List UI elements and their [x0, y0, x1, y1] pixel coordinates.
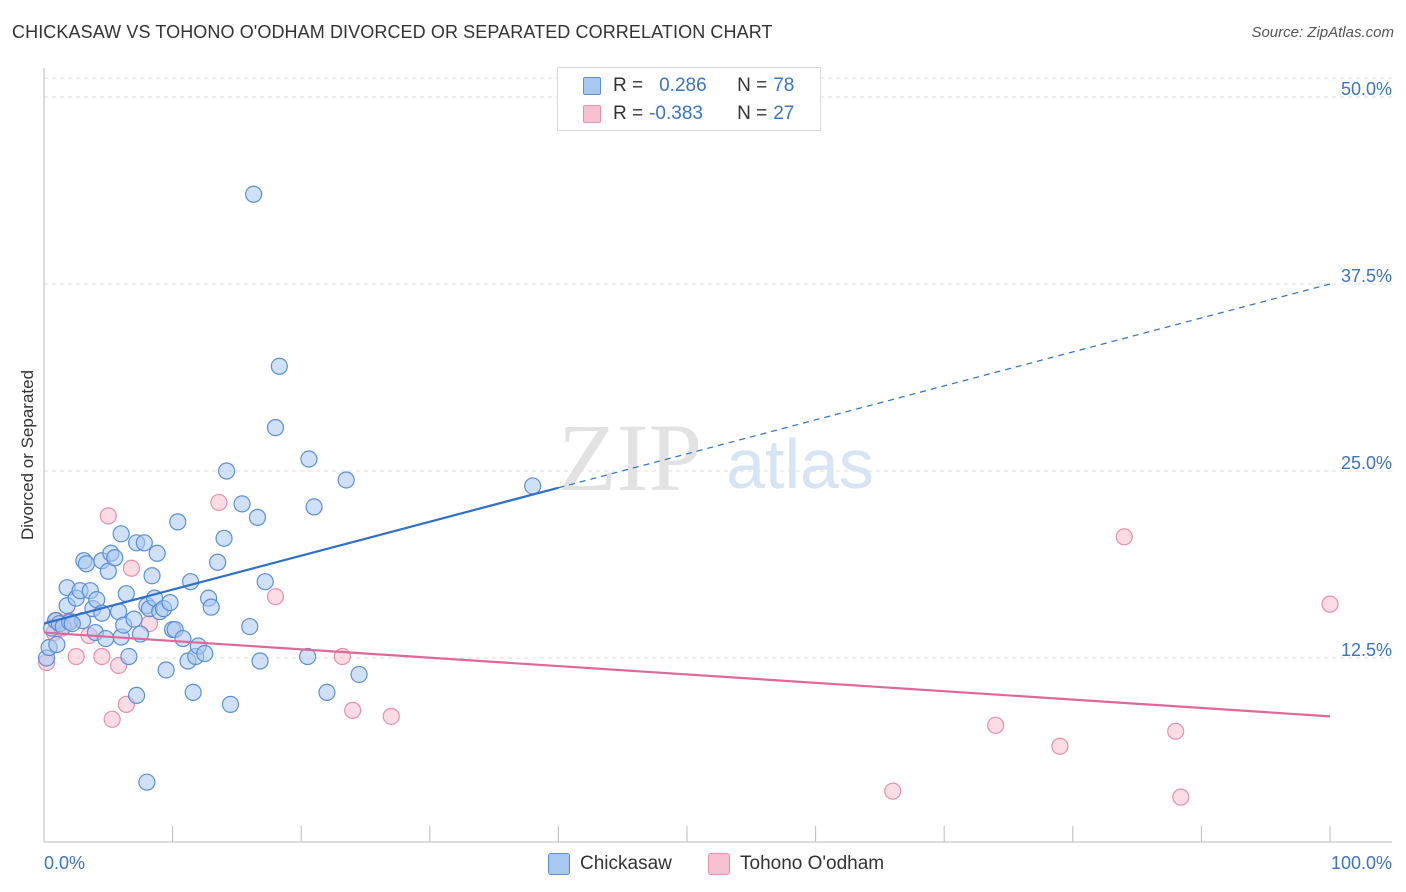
data-point-chickasaw — [524, 477, 542, 495]
bottom-legend-swatch-tohono — [708, 853, 730, 875]
tick-labels: 12.5% 25.0% 37.5% 50.0% 0.0% 100.0% — [44, 79, 1392, 873]
legend-n-value: 27 — [773, 103, 795, 124]
y-tick-label: 37.5% — [1341, 266, 1392, 286]
data-point-chickasaw — [218, 462, 236, 480]
data-point-chickasaw — [248, 508, 267, 526]
data-point-tohono — [122, 559, 141, 577]
data-point-chickasaw — [202, 598, 220, 616]
trend-line-chickasaw — [43, 486, 559, 625]
data-point-chickasaw — [169, 513, 187, 531]
x-tick-label: 100.0% — [1331, 853, 1392, 873]
legend-row-chickasaw: R = 0.286 N = 78 — [558, 71, 794, 101]
legend-row-tohono: R = -0.383 N = 27 — [558, 99, 794, 129]
legend-swatch-chickasaw — [583, 77, 601, 95]
legend-r-value: 0.286 — [659, 75, 707, 96]
legend-r-label: R = — [613, 103, 644, 124]
data-point-tohono — [1051, 737, 1069, 755]
watermark: ZIP atlas — [558, 404, 874, 511]
trend-lines — [43, 283, 1331, 718]
y-tick-label: 50.0% — [1341, 79, 1392, 99]
data-point-chickasaw — [97, 629, 115, 648]
bottom-legend-label-tohono: Tohono O'odham — [740, 853, 885, 874]
data-point-chickasaw — [209, 553, 227, 571]
series-chickasaw-points — [37, 185, 542, 791]
data-point-chickasaw — [251, 652, 269, 670]
data-point-chickasaw — [256, 573, 274, 591]
data-point-chickasaw — [233, 495, 251, 513]
data-point-chickasaw — [106, 549, 124, 567]
data-point-chickasaw — [318, 683, 336, 702]
data-point-chickasaw — [120, 647, 138, 666]
data-point-chickasaw — [174, 629, 192, 648]
trend-line-chickasaw-extension — [558, 283, 1331, 489]
axes — [43, 68, 1392, 843]
data-point-chickasaw — [300, 450, 318, 468]
data-point-chickasaw — [143, 567, 161, 585]
data-point-chickasaw — [112, 525, 130, 543]
x-tick-label: 0.0% — [44, 853, 85, 873]
data-point-chickasaw — [337, 471, 355, 489]
legend: R = 0.286 N = 78 R = -0.383 N = 27 — [557, 67, 821, 131]
legend-n-label: N = — [737, 75, 768, 96]
data-point-tohono — [1172, 788, 1190, 806]
data-point-tohono — [99, 507, 117, 525]
data-point-chickasaw — [157, 661, 175, 679]
data-point-tohono — [93, 647, 111, 666]
bottom-legend-tohono: Tohono O'odham — [708, 850, 884, 878]
bottom-legend-label-chickasaw: Chickasaw — [580, 853, 672, 874]
data-point-tohono — [1115, 528, 1133, 546]
data-point-tohono — [266, 588, 285, 606]
legend-n-label: N = — [737, 103, 768, 124]
watermark-atlas: atlas — [726, 425, 874, 503]
data-point-chickasaw — [184, 683, 202, 702]
data-point-chickasaw — [196, 644, 214, 663]
source-label: Source: ZipAtlas.com — [1251, 24, 1394, 41]
data-point-tohono — [67, 647, 85, 666]
y-tick-label: 12.5% — [1341, 640, 1392, 660]
data-point-chickasaw — [221, 695, 240, 713]
data-point-chickasaw — [138, 773, 156, 791]
legend-n-value: 78 — [773, 75, 795, 96]
chart-title: CHICKASAW VS TOHONO O'ODHAM DIVORCED OR … — [12, 22, 773, 42]
bottom-legend-chickasaw: Chickasaw — [548, 850, 672, 878]
data-point-tohono — [103, 710, 121, 728]
trend-line-tohono — [43, 631, 1331, 718]
data-point-chickasaw — [245, 185, 263, 203]
data-point-chickasaw — [148, 544, 166, 562]
data-point-tohono — [987, 716, 1005, 734]
data-point-tohono — [344, 701, 362, 719]
y-axis-label: Divorced or Separated — [18, 369, 37, 541]
data-point-chickasaw — [161, 594, 179, 612]
data-point-chickasaw — [127, 686, 146, 705]
data-point-tohono — [1167, 722, 1185, 740]
data-point-chickasaw — [270, 357, 288, 375]
legend-r-label: R = — [613, 75, 644, 96]
data-point-tohono — [382, 707, 400, 725]
data-point-chickasaw — [135, 534, 153, 552]
watermark-zip: ZIP — [558, 404, 702, 511]
bottom-legend-swatch-chickasaw — [548, 853, 570, 875]
series-tohono-points — [37, 493, 1339, 806]
y-tick-label: 25.0% — [1341, 453, 1392, 473]
data-point-chickasaw — [305, 498, 323, 516]
data-point-tohono — [1321, 595, 1339, 613]
data-point-chickasaw — [48, 635, 66, 654]
data-point-chickasaw — [350, 665, 368, 684]
data-point-tohono — [884, 782, 902, 800]
data-point-chickasaw — [215, 529, 233, 547]
legend-swatch-tohono — [583, 105, 601, 123]
data-point-chickasaw — [241, 617, 259, 636]
data-point-chickasaw — [299, 647, 317, 666]
data-point-chickasaw — [125, 610, 143, 628]
data-point-tohono — [210, 493, 228, 512]
data-point-chickasaw — [77, 555, 96, 573]
legend-r-value: -0.383 — [649, 103, 703, 124]
data-point-chickasaw — [266, 419, 285, 437]
